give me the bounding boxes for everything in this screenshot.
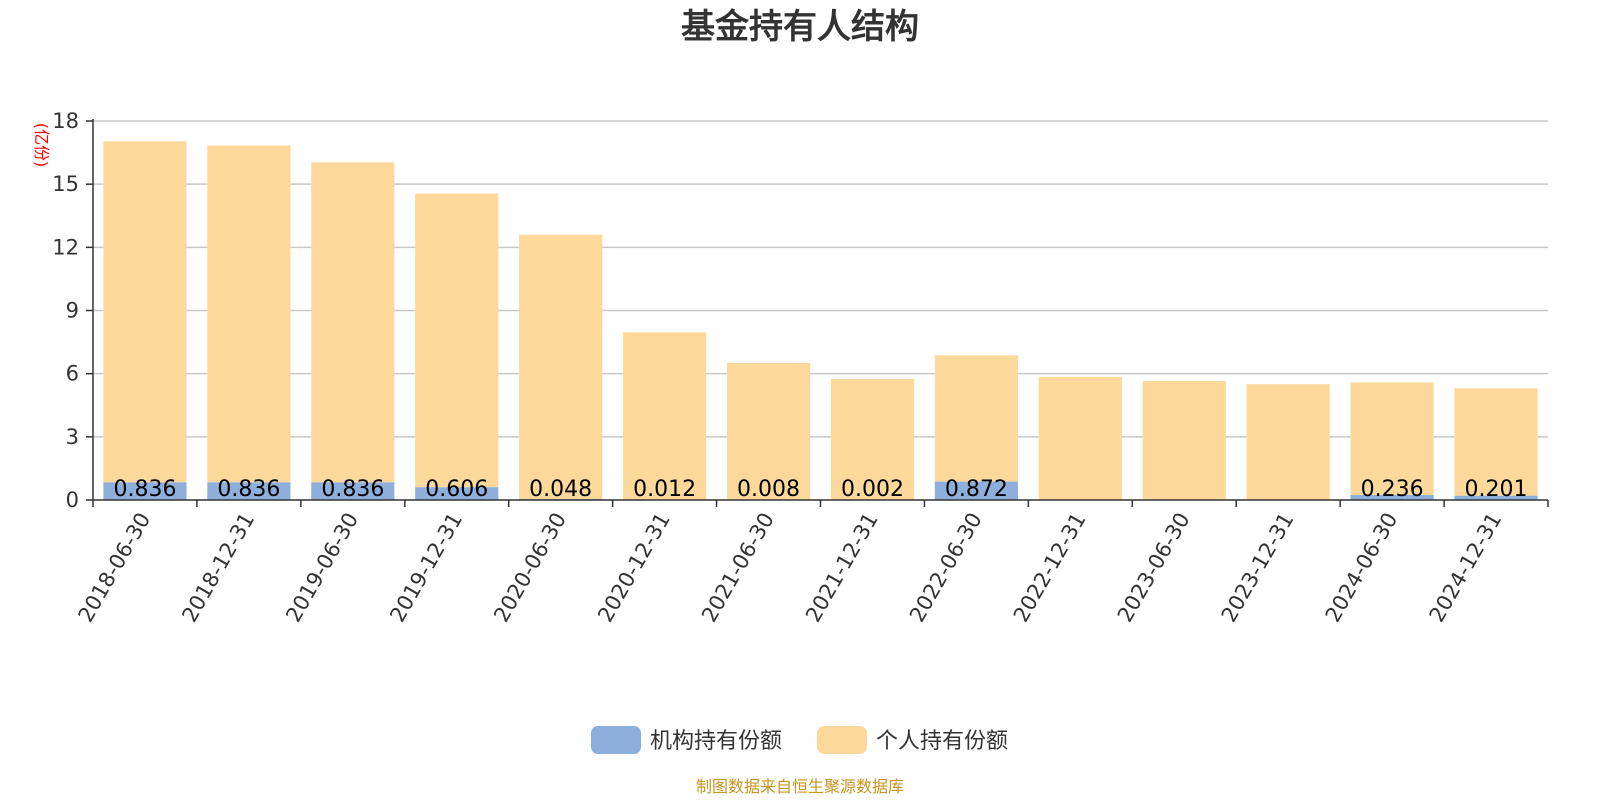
bar-individual-6 [726, 362, 811, 500]
bar-individual-1 [207, 145, 291, 483]
bar-individual-2 [311, 162, 395, 483]
x-tick-label-7: 2021-12-31 [801, 509, 883, 627]
data-labels: 0.836 0.836 0.836 0.606 0.048 0.012 0.008 0.002… [113, 477, 1527, 502]
bar-institution-2 [311, 482, 395, 500]
x-tick-label-0: 2018-06-30 [73, 509, 155, 627]
source-note: 制图数据来自恒生聚源数据库 [696, 777, 904, 796]
bar-individual-3 [415, 193, 499, 488]
x-tick-label-11: 2023-12-31 [1217, 509, 1299, 627]
data-label-institution-5: 0.012 [633, 477, 696, 502]
y-tick-label-4: 12 [52, 235, 79, 259]
bar-institution-13 [1454, 495, 1538, 500]
bar-institution-8 [934, 481, 1018, 500]
bar-individual-4 [519, 234, 603, 499]
bar-individual-0 [103, 141, 187, 483]
x-tick-label-6: 2021-06-30 [697, 509, 779, 627]
bar-institution-0 [103, 482, 187, 500]
bar-institution-3 [415, 487, 499, 500]
data-label-institution-3: 0.606 [425, 477, 488, 502]
x-tick-label-5: 2020-12-31 [593, 509, 675, 627]
y-axis-unit: (亿份) [32, 123, 51, 168]
data-label-institution-4: 0.048 [529, 477, 592, 502]
y-axis: 0 3 6 9 12 15 18 [52, 109, 94, 512]
x-tick-label-1: 2018-12-31 [177, 509, 259, 627]
bars-group [103, 141, 1538, 500]
x-tick-label-2: 2019-06-30 [281, 509, 363, 627]
data-label-institution-7: 0.002 [841, 477, 904, 502]
x-tick-label-13: 2024-12-31 [1425, 509, 1507, 627]
data-label-institution-1: 0.836 [217, 477, 280, 502]
x-tick-label-4: 2020-06-30 [489, 509, 571, 627]
data-label-institution-0: 0.836 [113, 477, 176, 502]
legend-label-1: 个人持有份额 [876, 729, 1008, 754]
data-label-institution-8: 0.872 [945, 477, 1008, 502]
x-tick-label-3: 2019-12-31 [385, 509, 467, 627]
data-label-institution-12: 0.236 [1361, 477, 1424, 502]
bar-institution-1 [207, 482, 291, 500]
y-tick-label-3: 9 [66, 299, 79, 323]
x-axis: 2018-06-30 2018-12-31 2019-06-30 2019-12-31… [73, 499, 1549, 627]
bar-individual-13 [1454, 388, 1538, 496]
y-tick-label-0: 0 [66, 488, 79, 512]
bar-individual-7 [830, 378, 915, 500]
bar-individual-8 [934, 355, 1018, 482]
legend-swatch-0 [591, 726, 641, 754]
data-label-institution-13: 0.201 [1465, 477, 1528, 502]
y-tick-label-1: 3 [66, 425, 79, 449]
data-label-institution-2: 0.836 [321, 477, 384, 502]
bar-individual-10 [1142, 381, 1226, 500]
x-tick-label-10: 2023-06-30 [1113, 509, 1195, 627]
x-tick-label-12: 2024-06-30 [1321, 509, 1403, 627]
bar-individual-12 [1350, 382, 1434, 496]
y-tick-label-2: 6 [66, 362, 79, 386]
x-tick-label-8: 2022-06-30 [905, 509, 987, 627]
legend-label-0: 机构持有份额 [650, 729, 782, 754]
chart-title: 基金持有人结构 [681, 7, 919, 47]
data-label-institution-6: 0.008 [737, 477, 800, 502]
bar-individual-5 [623, 332, 707, 500]
x-tick-label-9: 2022-12-31 [1009, 509, 1091, 627]
bar-institution-12 [1350, 495, 1434, 500]
bar-individual-11 [1246, 384, 1330, 500]
y-tick-label-6: 18 [52, 109, 79, 133]
legend-swatch-1 [817, 726, 867, 754]
bar-individual-9 [1038, 376, 1122, 500]
legend: 机构持有份额 个人持有份额 [591, 726, 1008, 754]
y-tick-label-5: 15 [52, 172, 79, 196]
